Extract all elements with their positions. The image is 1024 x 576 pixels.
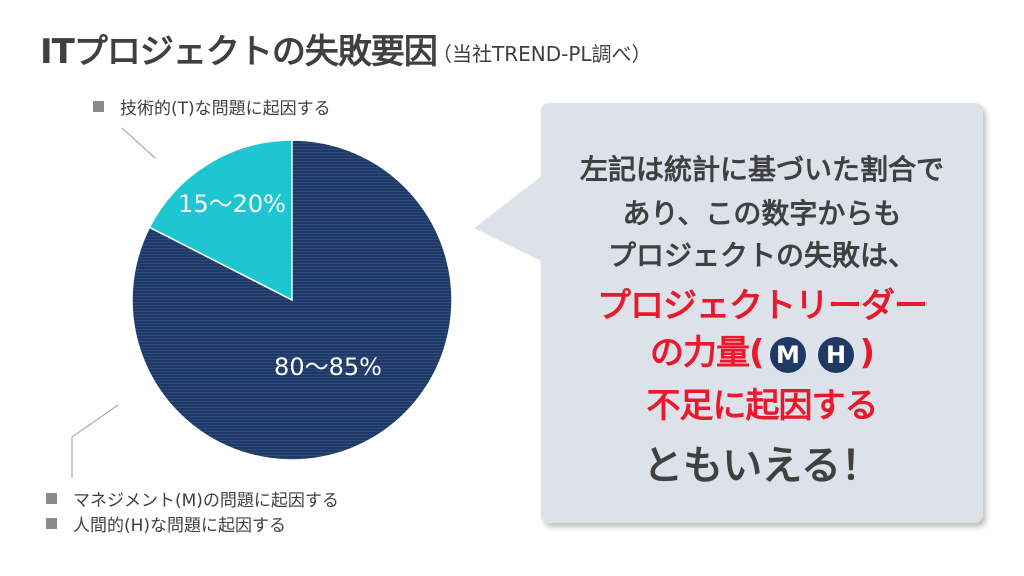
page-title: ITプロジェクトの失敗要因	[40, 32, 438, 72]
pie-slice-label: 15～20%	[178, 190, 286, 218]
legend-item-technical: 技術的(T)な問題に起因する	[93, 94, 331, 119]
legend-label-management: マネジメント(M)の問題に起因する	[73, 491, 339, 511]
pie-slice-label: 80～85%	[274, 353, 382, 381]
legend-label-technical: 技術的(T)な問題に起因する	[120, 99, 331, 119]
pie-slices: 15～20% 80～85%	[131, 139, 453, 461]
callout-highlight-3: 不足に起因する	[646, 386, 879, 426]
callout-highlight-2-suffix: )	[859, 333, 876, 373]
callout-conclusion: ともいえる！	[643, 443, 881, 489]
callout-highlight-2-prefix: の力量(	[649, 333, 765, 373]
callout-line-1: 左記は統計に基づいた割合で	[579, 153, 944, 186]
bullet-square-icon	[46, 493, 57, 504]
leader-line-technical	[121, 127, 156, 159]
pie-slice	[148, 139, 293, 302]
legend-item-human: 人間的(H)な問題に起因する	[46, 511, 286, 536]
badge-h-icon: H	[817, 336, 854, 373]
leader-line-management	[71, 404, 119, 478]
callout-line-2: あり、この数字からも	[622, 197, 902, 230]
badge-m-icon: M	[769, 336, 806, 373]
legend-item-management: マネジメント(M)の問題に起因する	[46, 486, 339, 511]
callout-highlight-2: の力量(M H)	[541, 325, 983, 374]
page-subtitle: （当社TREND-PL調べ）	[432, 42, 652, 66]
bullet-square-icon	[93, 101, 104, 112]
bullet-square-icon	[46, 518, 57, 529]
callout-box	[541, 103, 983, 523]
legend-label-human: 人間的(H)な問題に起因する	[73, 516, 287, 536]
pie-slice	[131, 139, 453, 461]
callout-line-3: プロジェクトの失敗は、	[607, 239, 916, 272]
callout-highlight-1: プロジェクトリーダー	[597, 286, 928, 326]
